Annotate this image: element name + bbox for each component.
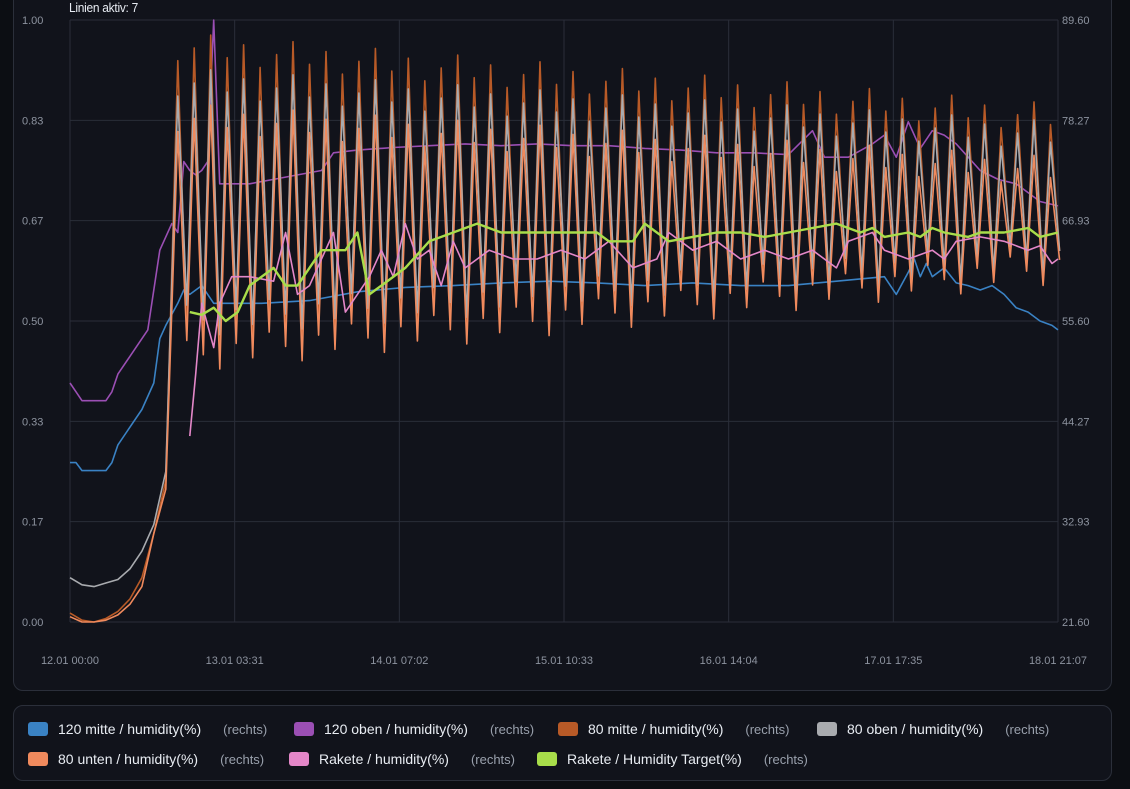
y-right-tick-label: 32.93	[1062, 517, 1090, 529]
series-line	[69, 69, 1061, 588]
legend-swatch	[537, 752, 557, 766]
y-right-tick-label: 78.27	[1062, 115, 1090, 127]
y-left-tick-label: 0.67	[22, 216, 43, 228]
series-line	[189, 222, 1059, 437]
y-right-tick-label: 21.60	[1062, 617, 1090, 629]
y-left-tick-label: 0.83	[22, 115, 43, 127]
x-tick-label: 16.01 14:04	[700, 655, 758, 667]
y-right-ticks: 21.60 32.93 44.27 55.60 66.93 78.27 89.60	[1062, 15, 1090, 629]
legend-swatch	[294, 722, 314, 736]
x-tick-label: 15.01 10:33	[535, 655, 593, 667]
x-tick-label: 13.01 03:31	[206, 655, 264, 667]
legend-item[interactable]: 80 oben / humidity(%) (rechts)	[817, 721, 1049, 737]
x-ticks: 12.01 00:00 13.01 03:31 14.01 07:02 15.01 1…	[41, 655, 1087, 667]
x-tick-label: 12.01 00:00	[41, 655, 99, 667]
legend-axis-label: (rechts)	[745, 721, 790, 737]
legend-axis-label: (rechts)	[1005, 721, 1050, 737]
legend-item[interactable]: 120 oben / humidity(%) (rechts)	[294, 721, 534, 737]
legend-axis-label: (rechts)	[470, 751, 515, 767]
y-left-tick-label: 0.17	[22, 517, 43, 529]
legend-swatch	[558, 722, 578, 736]
y-right-tick-label: 44.27	[1062, 416, 1090, 428]
legend-item[interactable]: 80 mitte / humidity(%) (rechts)	[558, 721, 789, 737]
legend-axis-label: (rechts)	[220, 751, 265, 767]
x-tick-label: 17.01 17:35	[864, 655, 922, 667]
legend-axis-label: (rechts)	[763, 751, 808, 767]
legend-series-name: 120 oben / humidity(%)	[324, 721, 468, 737]
legend-axis-label: (rechts)	[223, 721, 268, 737]
legend-series-name: 80 oben / humidity(%)	[847, 721, 984, 737]
legend-series-name: Rakete / humidity(%)	[319, 751, 449, 767]
legend-item[interactable]: 120 mitte / humidity(%) (rechts)	[28, 721, 267, 737]
legend-item[interactable]: 80 unten / humidity(%) (rechts)	[28, 751, 264, 767]
active-lines-label: Linien aktiv: 7	[69, 0, 138, 15]
series-lines	[69, 19, 1061, 623]
grid	[69, 19, 1059, 623]
series-line	[69, 104, 1061, 623]
chart-panel: 0.00 0.17 0.33 0.50 0.67 0.83 1.00 21.60 32.93 4…	[13, 0, 1112, 691]
legend-swatch	[817, 722, 837, 736]
y-left-ticks: 0.00 0.17 0.33 0.50 0.67 0.83 1.00	[22, 15, 43, 629]
legend-swatch	[28, 722, 48, 736]
y-right-tick-label: 66.93	[1062, 216, 1090, 228]
legend-panel: 120 mitte / humidity(%) (rechts) 120 obe…	[13, 705, 1112, 781]
y-right-tick-label: 89.60	[1062, 15, 1090, 27]
series-line	[189, 222, 1059, 323]
legend-swatch	[28, 752, 48, 766]
legend-series-name: 120 mitte / humidity(%)	[58, 721, 202, 737]
x-tick-label: 14.01 07:02	[370, 655, 428, 667]
y-left-tick-label: 1.00	[22, 15, 43, 27]
series-line	[69, 19, 1059, 402]
legend-item[interactable]: Rakete / humidity(%) (rechts)	[289, 751, 515, 767]
legend-series-name: Rakete / Humidity Target(%)	[567, 751, 742, 767]
legend-series-name: 80 unten / humidity(%)	[58, 751, 199, 767]
legend-swatch	[289, 752, 309, 766]
y-left-tick-label: 0.00	[22, 617, 43, 629]
x-tick-label: 18.01 21:07	[1029, 655, 1087, 667]
y-left-tick-label: 0.50	[22, 316, 43, 328]
legend-series-name: 80 mitte / humidity(%)	[588, 721, 724, 737]
y-left-tick-label: 0.33	[22, 416, 43, 428]
chart-svg: 0.00 0.17 0.33 0.50 0.67 0.83 1.00 21.60 32.93 4…	[22, 15, 1090, 667]
legend-axis-label: (rechts)	[489, 721, 535, 737]
legend-item[interactable]: Rakete / Humidity Target(%) (rechts)	[537, 751, 808, 767]
series-line	[70, 258, 1059, 472]
y-right-tick-label: 55.60	[1062, 316, 1090, 328]
